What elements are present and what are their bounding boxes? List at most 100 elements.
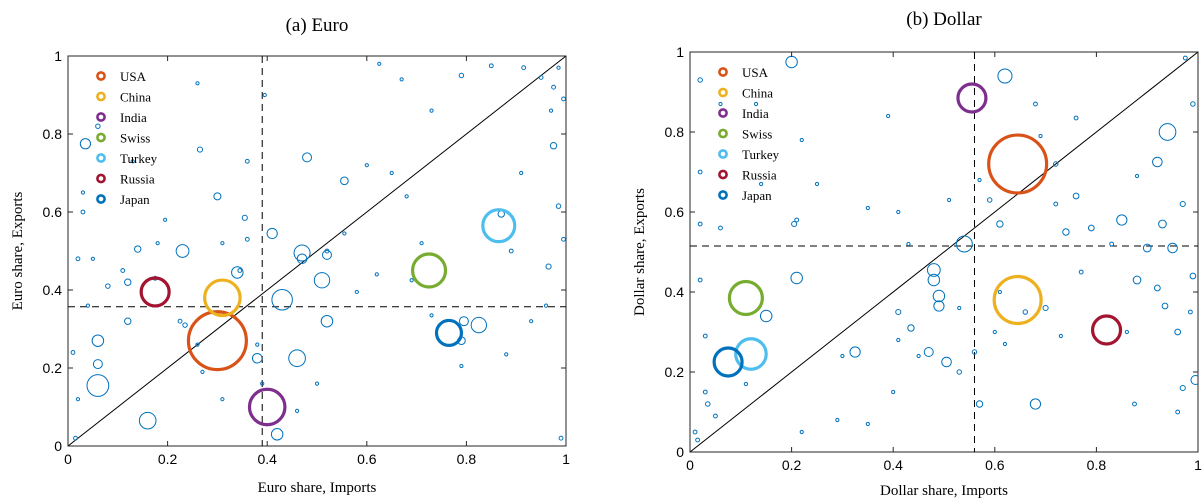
data-point — [997, 68, 1013, 84]
y-tick-label: 0.2 — [665, 364, 685, 380]
legend: USA China India Swiss Turkey Russia Japan — [718, 65, 780, 203]
data-point — [196, 146, 204, 153]
data-point — [354, 289, 359, 295]
data-point — [1175, 409, 1181, 415]
data-point — [120, 268, 126, 273]
data-point — [175, 244, 190, 258]
data-point — [220, 241, 225, 246]
data-point — [105, 283, 111, 289]
data-point — [955, 235, 973, 253]
data-point — [75, 397, 81, 402]
data-point — [1190, 101, 1196, 107]
data-point — [80, 190, 86, 195]
data-point — [314, 381, 320, 386]
data-point — [906, 241, 911, 247]
data-point — [293, 244, 311, 262]
y-tick-label: 0.6 — [43, 204, 63, 220]
x-tick-label: 0.2 — [158, 451, 178, 467]
data-point — [538, 75, 544, 80]
data-point — [244, 158, 250, 164]
data-point — [458, 316, 469, 327]
data-point — [1187, 309, 1193, 315]
data-point — [377, 61, 382, 66]
data-point — [956, 369, 962, 375]
data-point — [996, 220, 1004, 228]
data-point — [271, 289, 293, 311]
data-point — [195, 81, 200, 86]
data-point — [790, 271, 803, 285]
data-point — [1072, 192, 1080, 200]
y-tick-label: 0.4 — [665, 284, 685, 300]
x-tick-label: 0.6 — [985, 457, 1005, 473]
diagonal-line — [690, 52, 1198, 452]
data-point — [718, 225, 723, 231]
data-point — [759, 181, 764, 187]
data-point — [73, 435, 78, 441]
legend-label: Turkey — [742, 147, 780, 162]
data-point — [340, 176, 349, 186]
highlight-point-turkey — [481, 208, 517, 244]
legend-marker — [96, 112, 106, 122]
y-tick-label: 0.8 — [43, 126, 63, 142]
data-point — [556, 65, 561, 70]
data-point — [200, 369, 205, 374]
panel-euro: 00 0.2 0.2 0.4 0.4 0.6 0.6 0.8 0.8 1 1 (a) Euro Euro… — [10, 15, 570, 496]
highlight-point-india — [956, 82, 988, 114]
data-point — [926, 263, 941, 277]
data-point — [896, 209, 901, 215]
data-point — [799, 429, 804, 435]
data-point — [927, 273, 941, 287]
legend-marker — [96, 194, 106, 204]
data-point — [231, 266, 244, 279]
data-point — [865, 421, 870, 427]
data-point — [549, 142, 558, 150]
data-point — [163, 217, 168, 222]
data-point — [561, 96, 566, 102]
data-point — [1153, 284, 1161, 292]
data-point — [835, 417, 840, 423]
data-point — [971, 349, 978, 355]
data-point — [692, 429, 698, 435]
x-tick-label: 0 — [64, 451, 72, 467]
data-point — [519, 170, 524, 176]
data-point — [799, 137, 804, 143]
legend-label: USA — [120, 69, 147, 84]
data-point — [313, 272, 331, 289]
data-point — [529, 319, 534, 324]
data-point — [488, 63, 494, 69]
data-point — [753, 101, 759, 107]
highlight-point-usa — [186, 310, 248, 372]
data-point — [241, 214, 248, 221]
highlight-point-turkey — [734, 337, 768, 371]
highlight-point-swiss — [410, 252, 448, 289]
data-point — [718, 101, 723, 107]
data-point — [886, 113, 891, 119]
data-point — [1142, 243, 1152, 253]
data-point — [419, 241, 424, 246]
highlight-point-china — [992, 274, 1043, 326]
data-point — [1087, 224, 1095, 232]
panel-dollar: 00 0.2 0.2 0.4 0.4 0.6 0.6 0.8 0.8 1 1 (b) Dollar Do… — [632, 9, 1202, 498]
data-point — [558, 435, 564, 441]
data-point — [916, 353, 921, 359]
data-point — [294, 408, 300, 413]
y-axis-label: Euro share, Exports — [10, 191, 26, 310]
data-point — [296, 253, 308, 265]
data-point — [1058, 333, 1063, 339]
data-point — [986, 197, 993, 203]
data-point — [1073, 115, 1079, 121]
legend-marker — [96, 91, 106, 102]
data-point — [702, 389, 708, 395]
legend-marker — [718, 190, 728, 200]
data-point — [458, 72, 465, 79]
data-point — [324, 248, 330, 254]
data-point — [80, 209, 86, 215]
data-point — [1029, 398, 1042, 410]
data-point — [957, 305, 962, 311]
x-tick-label: 0.4 — [883, 457, 903, 473]
data-point — [399, 77, 404, 82]
data-point — [321, 249, 332, 260]
y-tick-label: 0 — [54, 438, 62, 454]
data-point — [712, 413, 718, 419]
